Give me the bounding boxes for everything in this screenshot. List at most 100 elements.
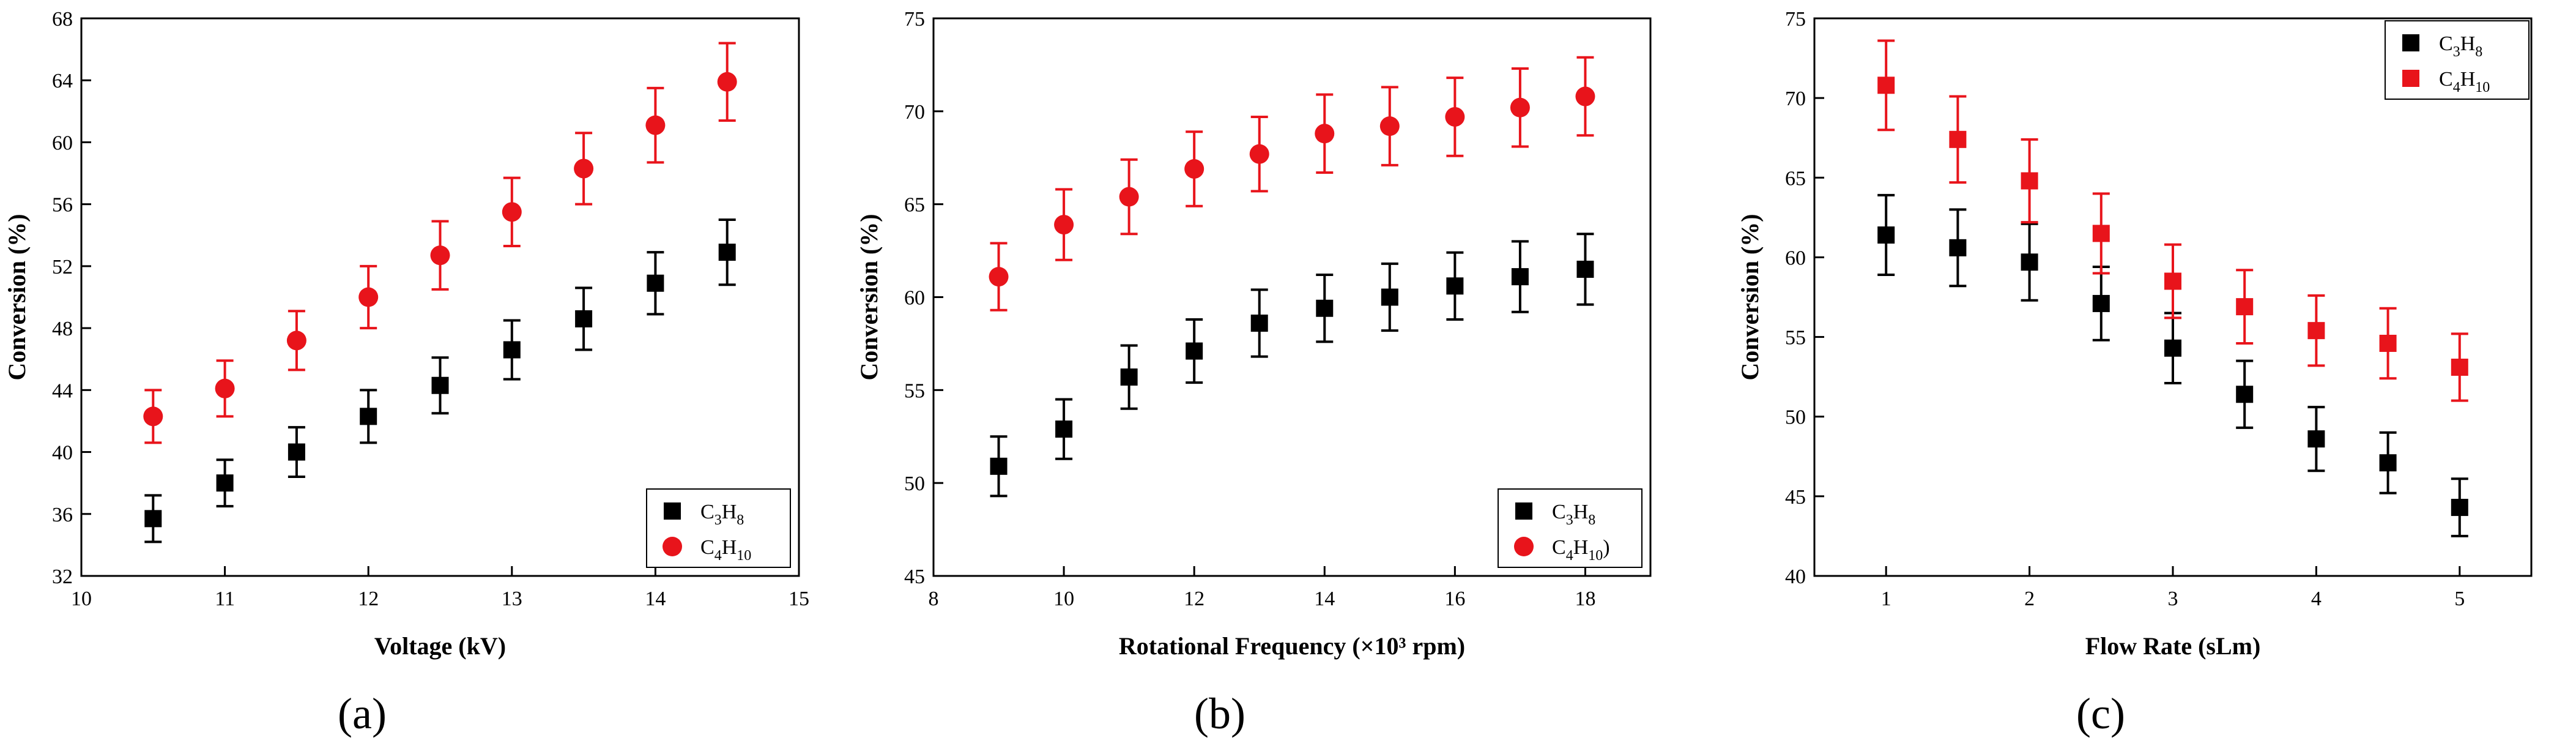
legend-label: C3H8 — [700, 501, 744, 528]
legend-label-part: C — [700, 536, 715, 559]
chart-panel-b: 8 10 12 14 16 18 45 50 55 60 65 70 75 Rotational Freq… — [855, 8, 1652, 738]
y-tick-label: 50 — [1785, 406, 1806, 429]
data-point — [717, 42, 737, 122]
data-point — [215, 359, 235, 418]
legend-label: C3H8 — [2439, 32, 2482, 60]
data-point — [288, 426, 305, 479]
marker-circle — [989, 267, 1009, 287]
marker-circle — [1054, 215, 1074, 235]
marker-circle — [358, 287, 379, 307]
marker-square — [216, 474, 234, 492]
data-point — [1055, 398, 1073, 460]
data-point — [144, 494, 162, 543]
y-tick-label: 75 — [1785, 8, 1806, 31]
data-point — [1379, 86, 1400, 166]
data-point — [2236, 269, 2254, 345]
marker-square — [2236, 386, 2254, 403]
marker-square — [2092, 294, 2110, 312]
marker-square — [2451, 499, 2468, 517]
marker-square — [1949, 130, 1967, 148]
legend-label-part: 4 — [715, 548, 722, 564]
x-tick-label: 1 — [1881, 588, 1891, 610]
legend-label-part: H — [1573, 501, 1589, 523]
data-point — [1949, 95, 1967, 184]
legend-marker-square — [664, 502, 681, 520]
data-point — [2307, 406, 2325, 472]
data-point — [2451, 477, 2468, 537]
x-axis-title: Rotational Frequency (×10³ rpm) — [1119, 632, 1465, 660]
legend-label-part: C — [2439, 32, 2453, 55]
y-tick-label: 70 — [1785, 88, 1806, 110]
y-tick-label: 60 — [52, 132, 73, 154]
legend-label-part: 8 — [1588, 512, 1595, 528]
data-point — [1119, 158, 1139, 236]
legend-marker-circle — [663, 537, 682, 556]
x-tick-label: 13 — [502, 588, 522, 610]
marker-circle — [143, 406, 163, 427]
data-point — [1877, 193, 1895, 277]
data-point — [989, 242, 1009, 312]
marker-square — [1511, 268, 1529, 286]
marker-circle — [645, 115, 666, 135]
legend-marker-square — [2402, 34, 2419, 51]
marker-circle — [717, 72, 737, 92]
marker-square — [575, 310, 593, 327]
x-tick-label: 14 — [645, 588, 666, 610]
y-tick-label: 60 — [1785, 247, 1806, 269]
y-tick-label: 56 — [52, 194, 73, 217]
data-point — [1381, 262, 1398, 332]
data-point — [574, 132, 594, 206]
y-tick-label: 65 — [904, 194, 925, 217]
series-C3H8 — [990, 233, 1594, 498]
marker-square — [2307, 430, 2325, 448]
marker-square — [2021, 253, 2038, 271]
x-tick-label: 15 — [789, 588, 809, 610]
marker-circle — [215, 378, 235, 398]
data-point — [1186, 318, 1203, 384]
panel-label: (c) — [2076, 689, 2125, 738]
series-C4H10 — [143, 42, 737, 444]
data-point — [1510, 67, 1530, 148]
data-point — [2092, 192, 2110, 275]
y-tick-label: 45 — [904, 566, 925, 588]
data-point — [2236, 359, 2254, 429]
y-axis-title: Conversion (%) — [1736, 214, 1764, 380]
x-tick-label: 2 — [2024, 588, 2035, 610]
data-point — [2379, 431, 2397, 495]
data-point — [1249, 115, 1269, 193]
legend-label-part: H — [2460, 68, 2476, 91]
data-point — [645, 86, 666, 164]
x-tick-label: 10 — [71, 588, 92, 610]
legend-label: C4H10) — [1552, 536, 1610, 564]
marker-square — [2236, 298, 2254, 316]
marker-square — [2021, 172, 2038, 190]
marker-square — [990, 457, 1008, 475]
data-point — [216, 458, 234, 508]
marker-circle — [1445, 106, 1465, 127]
data-point — [2021, 138, 2038, 224]
x-tick-label: 11 — [215, 588, 235, 610]
x-tick-label: 12 — [358, 588, 379, 610]
data-point — [2307, 294, 2325, 367]
data-point — [430, 220, 450, 291]
data-point — [1315, 93, 1335, 174]
x-axis-title: Voltage (kV) — [374, 632, 506, 660]
panel-label: (b) — [1194, 689, 1245, 738]
legend-marker-circle — [1514, 537, 1534, 556]
marker-square — [431, 376, 449, 394]
series-C4H10 — [1877, 39, 2468, 402]
data-point — [1250, 288, 1268, 358]
y-tick-label: 45 — [1785, 486, 1806, 509]
legend-label-part: H — [1573, 536, 1589, 559]
x-tick-label: 16 — [1444, 588, 1465, 610]
data-point — [1054, 188, 1074, 261]
chart-panel-a: 10 11 12 13 14 1532364044485256606468Voltage … — [3, 8, 809, 738]
data-point — [1445, 77, 1465, 157]
marker-square — [2164, 272, 2181, 290]
marker-circle — [1379, 116, 1400, 136]
